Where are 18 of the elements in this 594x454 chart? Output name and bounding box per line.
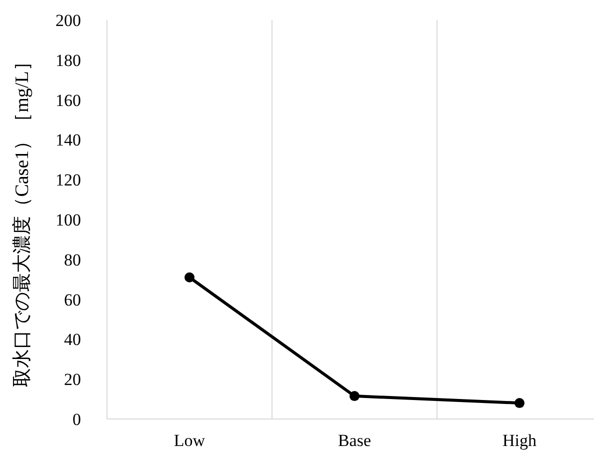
y-tick-label: 140	[56, 130, 81, 150]
y-tick-label: 80	[64, 250, 81, 270]
y-tick-label: 20	[64, 370, 81, 390]
x-tick-label: High	[502, 431, 537, 450]
y-tick-label: 160	[56, 90, 81, 110]
point	[184, 272, 194, 282]
point	[514, 398, 524, 408]
y-tick-label: 180	[56, 50, 81, 70]
y-axis-title: 取水口での最大濃度（Case1）［mg/L］	[11, 52, 33, 387]
y-tick-label: 0	[72, 410, 81, 429]
y-tick-label: 120	[56, 170, 81, 190]
point	[350, 391, 360, 402]
x-tick-label: Base	[338, 431, 372, 450]
y-tick-label: 60	[64, 290, 81, 310]
y-tick-label: 100	[56, 210, 81, 230]
x-tick-label: Low	[174, 431, 206, 450]
y-tick-label: 200	[56, 11, 81, 30]
y-tick-label: 40	[64, 330, 81, 350]
